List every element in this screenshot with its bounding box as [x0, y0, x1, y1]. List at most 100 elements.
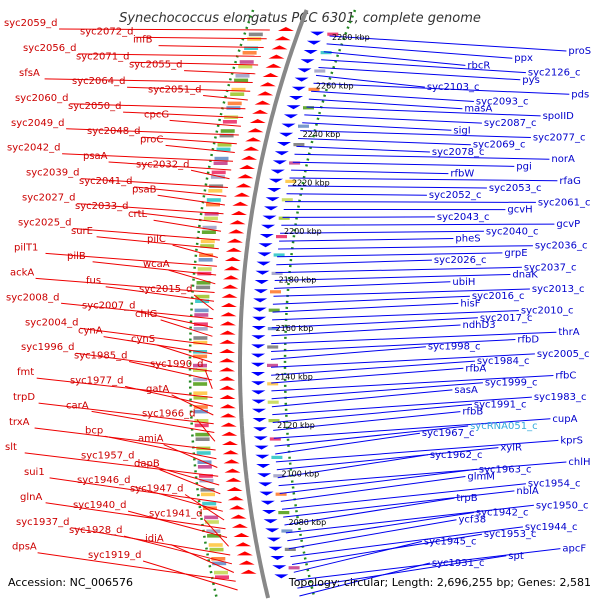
- feature-block: [200, 239, 215, 244]
- feature-block: [227, 101, 242, 106]
- reverse-gene-arrow: [257, 473, 272, 478]
- forward-gene-label: syc1990_d: [150, 359, 203, 370]
- reverse-leader-line: [280, 476, 466, 502]
- forward-gene-label: sui1: [24, 467, 45, 478]
- reverse-gene-arrow: [265, 197, 280, 202]
- reverse-leader-line: [302, 122, 452, 131]
- reverse-leader-line: [292, 161, 515, 167]
- reverse-gene-label: pheS: [455, 234, 480, 245]
- reverse-gene-arrow: [286, 105, 301, 110]
- forward-gene-arrow: [219, 367, 235, 372]
- feature-block: [208, 543, 223, 547]
- forward-leader-line: [184, 494, 225, 521]
- feature-block: [193, 391, 208, 395]
- forward-leader-line: [62, 153, 234, 162]
- feature-block: [195, 432, 210, 437]
- forward-gene-arrow: [225, 477, 242, 482]
- forward-leader-line: [61, 302, 214, 320]
- feature-block: [204, 515, 219, 520]
- feature-block: [219, 133, 234, 138]
- forward-gene-label: carA: [66, 400, 89, 411]
- reverse-gene-label: syc2036_c: [535, 241, 588, 252]
- forward-gene-label: syc2039_d: [26, 168, 79, 179]
- forward-gene-arrow: [231, 523, 248, 528]
- ruler-label: 2120 kbp: [277, 421, 315, 430]
- feature-block: [193, 327, 208, 331]
- reverse-leader-line: [321, 59, 526, 74]
- reverse-gene-arrow: [258, 482, 273, 487]
- reverse-gene-arrow: [253, 427, 268, 432]
- forward-leader-line: [49, 477, 222, 503]
- inner-feature-block: [271, 271, 283, 275]
- inner-feature-block: [273, 474, 285, 478]
- reverse-leader-line: [282, 216, 435, 218]
- reverse-leader-line: [278, 245, 533, 250]
- forward-leader-line: [204, 369, 213, 389]
- forward-gene-arrow: [238, 560, 255, 565]
- ruler-label: 2080 kbp: [289, 518, 327, 527]
- forward-leader-line: [158, 45, 264, 48]
- reverse-gene-label: trpB: [456, 493, 477, 504]
- inner-feature-block: [267, 400, 279, 404]
- reverse-leader-line: [280, 230, 484, 234]
- reverse-gene-arrow: [266, 537, 281, 542]
- reverse-leader-line: [281, 223, 555, 226]
- forward-leader-line: [193, 294, 214, 311]
- forward-gene-label: cynS: [131, 334, 155, 345]
- forward-gene-arrow: [222, 441, 238, 445]
- feature-block: [217, 143, 232, 147]
- reverse-leader-line: [271, 367, 464, 384]
- feature-block: [200, 244, 215, 248]
- forward-leader-line: [153, 219, 222, 232]
- feature-block: [193, 363, 207, 368]
- forward-gene-arrow: [252, 109, 269, 114]
- reverse-gene-arrow: [252, 418, 267, 422]
- forward-gene-arrow: [219, 404, 236, 409]
- feature-block: [193, 322, 208, 326]
- forward-gene-arrow: [268, 54, 285, 59]
- reverse-gene-arrow: [269, 178, 283, 183]
- reverse-gene-label: dnaK: [512, 270, 538, 281]
- reverse-leader-line: [283, 490, 515, 518]
- forward-leader-line: [76, 352, 213, 372]
- forward-gene-arrow: [239, 165, 256, 169]
- forward-gene-label: fus: [86, 276, 101, 287]
- forward-leader-line: [165, 144, 235, 153]
- reverse-gene-label: ppx: [514, 53, 533, 64]
- feature-block: [214, 156, 229, 161]
- feature-block: [239, 60, 254, 64]
- reverse-gene-arrow: [268, 546, 283, 551]
- forward-gene-label: syc1996_d: [21, 342, 74, 353]
- forward-gene-label: syc2033_d: [75, 201, 128, 212]
- reverse-gene-label: ycf38: [459, 515, 487, 526]
- reverse-leader-line: [311, 90, 474, 102]
- reverse-gene-arrow: [289, 96, 304, 100]
- feature-block: [248, 32, 263, 37]
- forward-gene-label: syc2049_d: [11, 118, 64, 129]
- reverse-leader-line: [329, 35, 567, 52]
- forward-gene-arrow: [225, 247, 242, 252]
- reverse-gene-label: syc1963_c: [479, 464, 532, 475]
- forward-leader-line: [190, 169, 230, 180]
- reverse-leader-line: [323, 51, 466, 66]
- reverse-gene-label: pgi: [516, 161, 531, 172]
- reverse-gene-label: syc1944_c: [525, 522, 578, 533]
- reverse-leader-line: [272, 396, 532, 416]
- reverse-gene-arrow: [279, 132, 294, 137]
- forward-gene-arrow: [221, 293, 238, 298]
- forward-leader-line: [24, 452, 219, 477]
- reverse-gene-label: syc1984_c: [477, 356, 530, 367]
- forward-gene-arrow: [262, 73, 279, 77]
- reverse-gene-arrow: [251, 381, 266, 386]
- reverse-gene-label: syc1931_c: [432, 558, 485, 569]
- reverse-gene-arrow: [254, 280, 269, 284]
- forward-gene-arrow: [274, 36, 291, 41]
- reverse-leader-line: [270, 353, 535, 368]
- inner-feature-block: [271, 455, 283, 459]
- forward-leader-line: [45, 252, 217, 267]
- rna-gene-label: sycRNA051_c: [470, 421, 537, 432]
- forward-leader-line: [96, 236, 219, 250]
- feature-block: [211, 170, 226, 175]
- reverse-gene-arrow: [262, 215, 277, 220]
- feature-block: [202, 501, 217, 506]
